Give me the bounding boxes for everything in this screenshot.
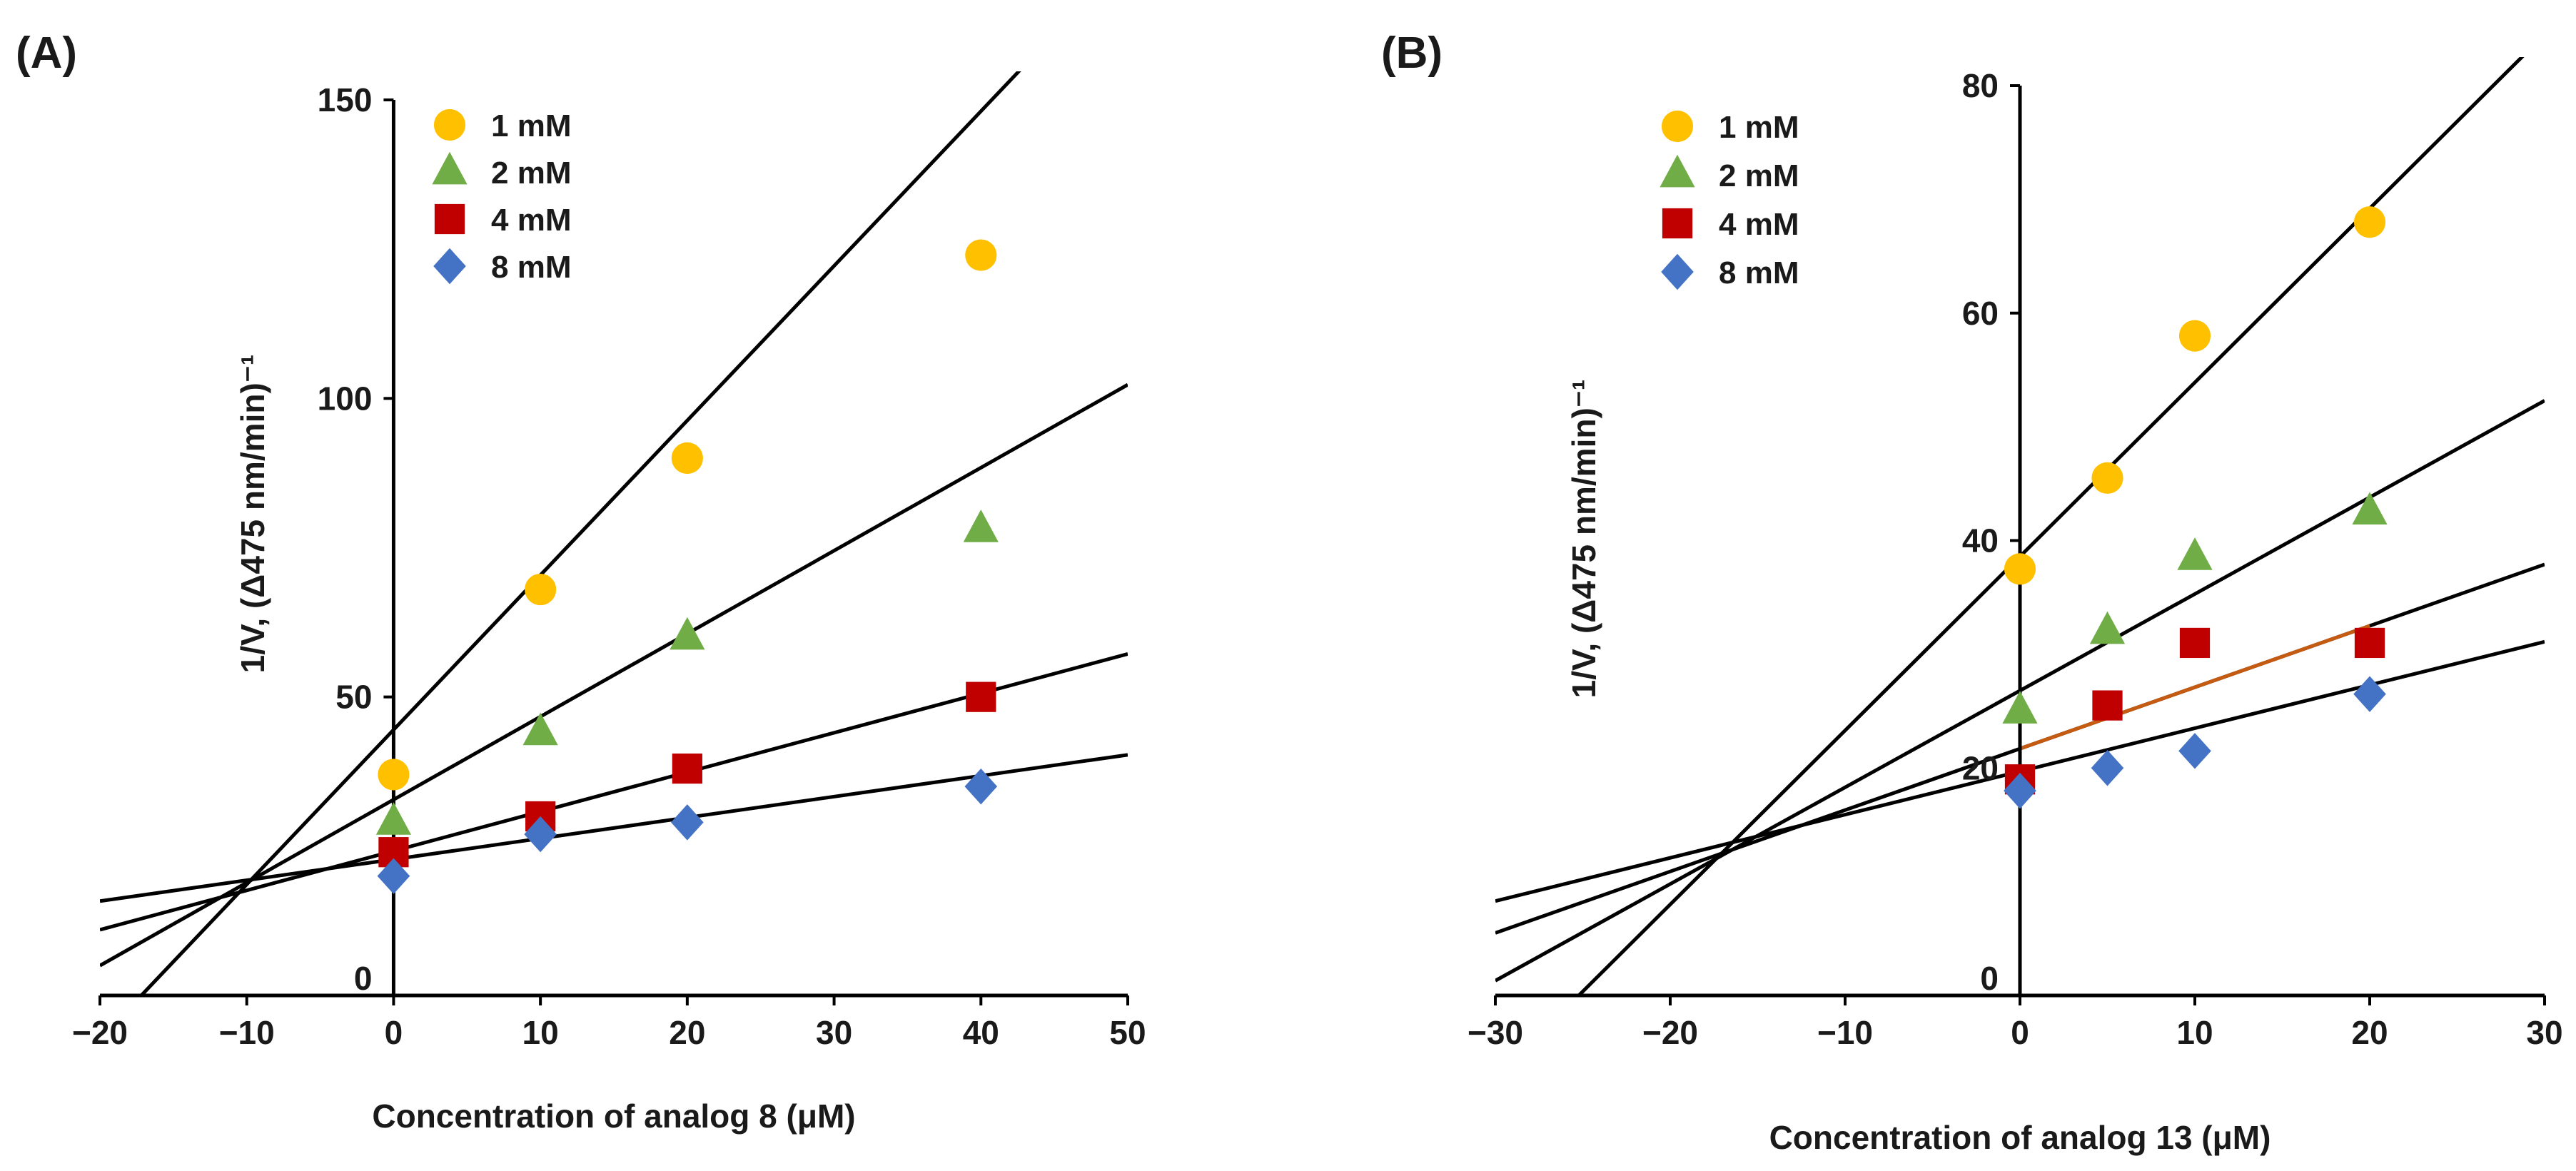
data-point-2-mm <box>2177 537 2213 570</box>
x-tick-label: −20 <box>72 1014 128 1051</box>
data-point-1-mm <box>2091 462 2123 494</box>
data-point-8-mm <box>524 816 557 853</box>
y-tick-label: 50 <box>335 679 372 716</box>
legend-label: 4 mM <box>491 203 571 238</box>
data-point-8-mm <box>964 768 998 805</box>
panel-label: (A) <box>16 29 77 78</box>
legend-label: 2 mM <box>491 156 571 191</box>
x-axis-title: Concentration of analog 13 (μM) <box>1769 1119 2271 1156</box>
x-axis-title: Concentration of analog 8 (μM) <box>372 1098 855 1135</box>
x-tick-label: −10 <box>219 1014 275 1051</box>
data-point-1-mm <box>525 573 557 606</box>
x-tick-label: −10 <box>1817 1014 1873 1051</box>
legend-label: 1 mM <box>491 108 571 143</box>
x-tick-label: 40 <box>963 1014 999 1051</box>
y-tick-label: 0 <box>1980 960 1999 997</box>
data-point-8-mm <box>2004 772 2036 809</box>
y-tick-label: 60 <box>1962 295 1999 332</box>
legend-label: 8 mM <box>1719 255 1799 290</box>
y-tick-label: 150 <box>318 81 373 118</box>
data-point-1-mm <box>2004 553 2036 585</box>
legend-marker <box>434 203 465 235</box>
fit-line-2-mm <box>100 382 1128 968</box>
y-tick-label: 20 <box>1962 749 1999 786</box>
x-tick-label: −30 <box>1468 1014 1523 1051</box>
y-axis-title: 1/V, (Δ475 nm/min)⁻¹ <box>234 355 271 674</box>
legend-marker <box>1662 208 1693 239</box>
data-point-8-mm <box>2353 676 2386 712</box>
data-point-4-mm <box>2092 690 2123 721</box>
panel-label: (B) <box>1381 29 1443 78</box>
data-point-1-mm <box>378 759 410 791</box>
data-point-1-mm <box>2178 320 2211 352</box>
x-tick-label: 0 <box>385 1014 403 1051</box>
data-point-4-mm <box>672 753 702 784</box>
data-point-2-mm <box>375 802 412 835</box>
data-point-2-mm <box>2002 691 2038 724</box>
y-tick-label: 100 <box>318 380 373 417</box>
panel-a: (A) −20 −10 0 10 20 30 40 50 0 50 100 150 Concentrati… <box>16 29 1146 1135</box>
fit-lines <box>100 71 1128 995</box>
legend-marker <box>1661 110 1694 143</box>
x-tick-label: 20 <box>2351 1014 2388 1051</box>
data-point-4-mm <box>2179 627 2211 659</box>
data-point-1-mm <box>2353 206 2386 238</box>
data-point-1-mm <box>671 442 703 475</box>
x-tick-label: 20 <box>669 1014 705 1051</box>
data-point-2-mm <box>963 510 999 542</box>
legend: 1 mM 2 mM 4 mM 8 mM <box>1660 110 1799 290</box>
legend-marker <box>1661 253 1694 290</box>
y-tick-label: 0 <box>354 960 373 997</box>
legend-label: 2 mM <box>1719 158 1799 193</box>
data-point-2-mm <box>2089 611 2126 644</box>
panel-b: (B) −30 −20 −10 0 10 20 30 0 20 40 60 80 Concentratio… <box>1381 29 2563 1156</box>
fit-line-8-mm <box>100 753 1128 903</box>
data-point-2-mm <box>2352 492 2388 524</box>
legend-label: 4 mM <box>1719 207 1799 242</box>
y-tick-label: 40 <box>1962 522 1999 559</box>
legend-marker <box>433 248 466 285</box>
x-tick-label: 10 <box>2176 1014 2213 1051</box>
data-point-8-mm <box>2091 750 2124 786</box>
legend-marker <box>432 151 468 185</box>
data-point-8-mm <box>377 858 410 894</box>
data-point-4-mm <box>2354 627 2385 659</box>
legend-marker <box>433 108 466 141</box>
x-tick-label: 10 <box>522 1014 559 1051</box>
data-point-1-mm <box>965 239 997 271</box>
data-point-2-mm <box>522 712 558 746</box>
data-point-8-mm <box>2178 733 2211 769</box>
x-tick-label: 0 <box>2011 1014 2029 1051</box>
data-point-2-mm <box>670 617 705 650</box>
y-axis-title: 1/V, (Δ475 nm/min)⁻¹ <box>1565 380 1602 699</box>
legend-label: 8 mM <box>491 250 571 285</box>
y-tick-label: 80 <box>1962 67 1999 104</box>
data-point-8-mm <box>671 804 704 841</box>
x-tick-label: 30 <box>2526 1014 2562 1051</box>
legend-marker <box>1660 154 1695 188</box>
fit-line-4-mm <box>100 652 1128 932</box>
legend: 1 mM 2 mM 4 mM 8 mM <box>432 108 571 285</box>
data-point-4-mm <box>966 681 996 712</box>
x-tick-label: −20 <box>1642 1014 1698 1051</box>
x-tick-label: 30 <box>816 1014 852 1051</box>
legend-label: 1 mM <box>1719 110 1799 145</box>
fit-line-1-mm <box>138 71 1021 995</box>
fit-line-highlight <box>2019 624 2370 751</box>
x-tick-label: 50 <box>1109 1014 1146 1051</box>
